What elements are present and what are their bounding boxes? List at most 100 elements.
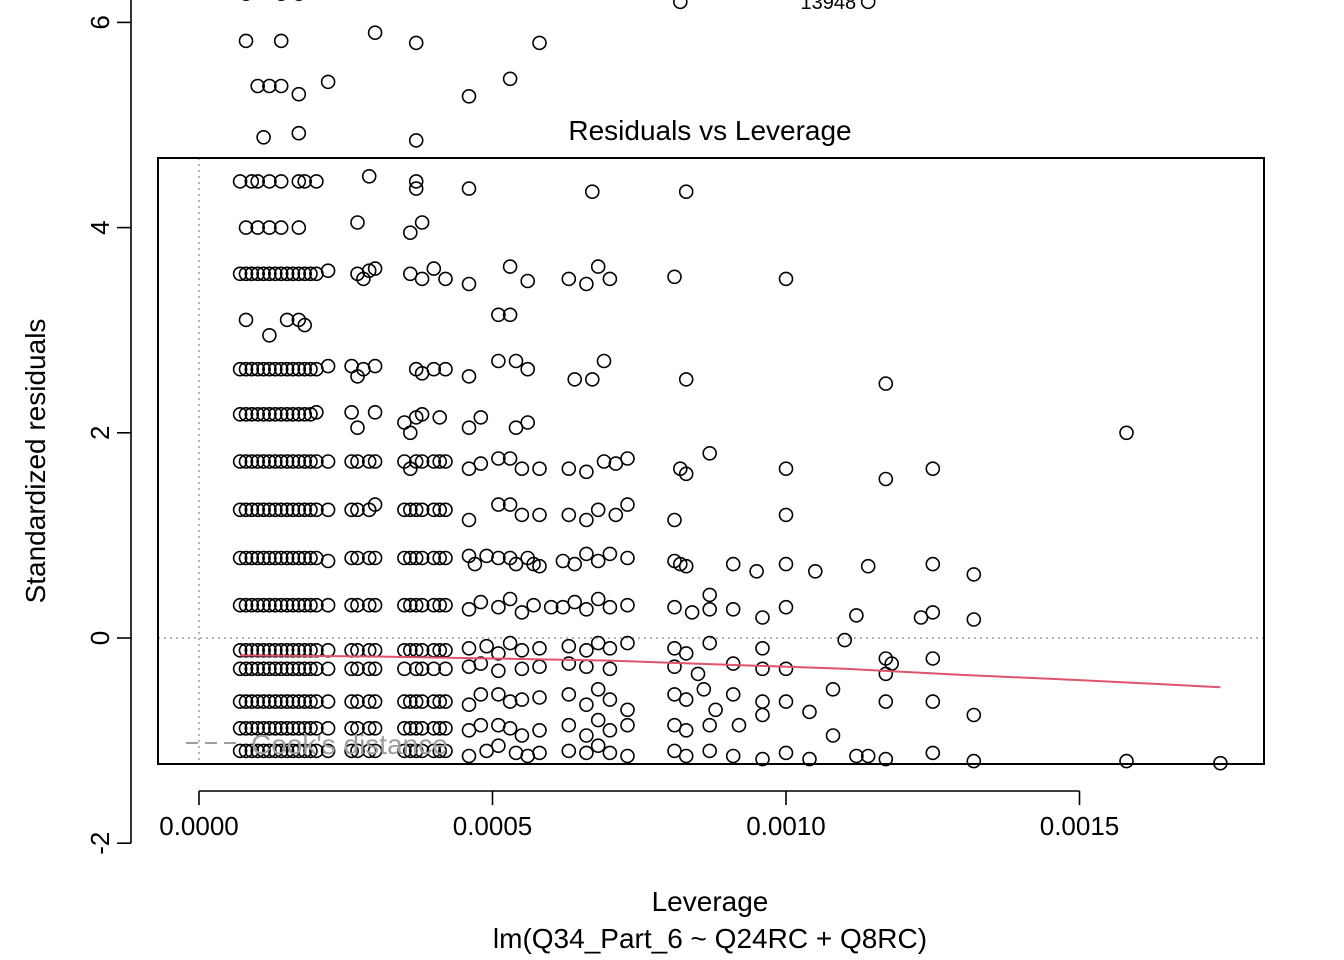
data-point (250, 174, 266, 189)
data-point (461, 748, 477, 764)
data-point (232, 174, 248, 189)
data-point (702, 445, 718, 461)
data-point (291, 361, 307, 377)
data-point (361, 743, 377, 759)
data-point (250, 597, 266, 613)
data-point (678, 646, 694, 661)
data-point (238, 406, 254, 422)
data-point (285, 406, 301, 422)
data-point (350, 550, 365, 566)
data-point (502, 71, 518, 87)
data-point (367, 404, 383, 420)
data-point (238, 694, 254, 709)
data-point (256, 454, 271, 469)
data-point (250, 78, 266, 94)
data-point (232, 597, 248, 613)
data-point (731, 717, 747, 733)
data-point (244, 597, 260, 613)
data-point (438, 361, 453, 377)
data-point (344, 454, 359, 469)
data-point (438, 720, 453, 736)
data-point (232, 642, 248, 658)
data-point (667, 687, 682, 702)
data-point (708, 702, 723, 718)
data-point (725, 748, 741, 764)
data-point (350, 502, 365, 518)
data-point (250, 454, 266, 469)
data-point (849, 748, 864, 764)
data-point (502, 720, 518, 736)
data-point (256, 502, 271, 518)
data-point (267, 720, 283, 736)
data-point (502, 497, 518, 512)
data-point (273, 642, 289, 658)
data-point (702, 717, 718, 733)
data-point (408, 35, 424, 51)
data-point (361, 454, 377, 469)
data-point (878, 694, 894, 709)
data-point (408, 743, 424, 759)
data-point (267, 694, 283, 709)
legend-label: Cook's distance (251, 729, 448, 760)
data-point (502, 451, 518, 466)
data-point (514, 661, 530, 677)
data-point (303, 743, 318, 759)
data-point (414, 720, 430, 736)
data-point (285, 361, 301, 377)
data-point (250, 661, 266, 677)
data-point (303, 266, 318, 282)
data-point (309, 502, 324, 518)
data-point (426, 454, 442, 469)
data-point (297, 317, 313, 333)
data-point (291, 743, 307, 759)
data-point (678, 748, 694, 764)
smooth-line (240, 654, 1221, 689)
data-point (250, 220, 266, 235)
data-point (238, 220, 254, 235)
data-point (602, 692, 618, 707)
data-point (361, 720, 377, 736)
data-point (279, 720, 295, 736)
data-point (426, 261, 442, 276)
data-point (402, 550, 418, 566)
data-point (526, 597, 541, 613)
y-tick-label: 2 (85, 426, 115, 440)
data-point (878, 471, 894, 487)
data-point (579, 642, 594, 658)
data-point (620, 717, 635, 733)
data-point (432, 410, 448, 425)
data-point (273, 174, 289, 189)
data-point (402, 694, 418, 709)
data-point (878, 376, 894, 391)
data-point (262, 220, 277, 235)
data-point (262, 266, 277, 282)
data-point (350, 661, 365, 677)
data-point (285, 743, 301, 759)
data-point (461, 601, 477, 617)
data-point (673, 0, 688, 10)
data-point (802, 751, 817, 767)
data-point (232, 361, 248, 377)
data-point (350, 743, 365, 759)
data-point (291, 266, 307, 282)
data-point (238, 266, 254, 282)
smooth-line-layer (240, 654, 1221, 689)
data-point (238, 502, 254, 518)
data-point (350, 720, 365, 736)
data-point (408, 502, 424, 518)
data-point (367, 661, 383, 677)
data-point (837, 632, 853, 648)
data-point (966, 612, 982, 627)
data-point (350, 420, 365, 436)
data-point (309, 661, 324, 677)
data-point (925, 461, 941, 477)
data-point (491, 451, 506, 466)
data-point (303, 361, 318, 377)
data-point (678, 558, 694, 574)
data-point (350, 215, 365, 230)
data-point (408, 550, 424, 566)
data-point (344, 404, 359, 420)
data-point (303, 661, 318, 677)
data-point (755, 610, 770, 625)
data-point (402, 266, 418, 282)
